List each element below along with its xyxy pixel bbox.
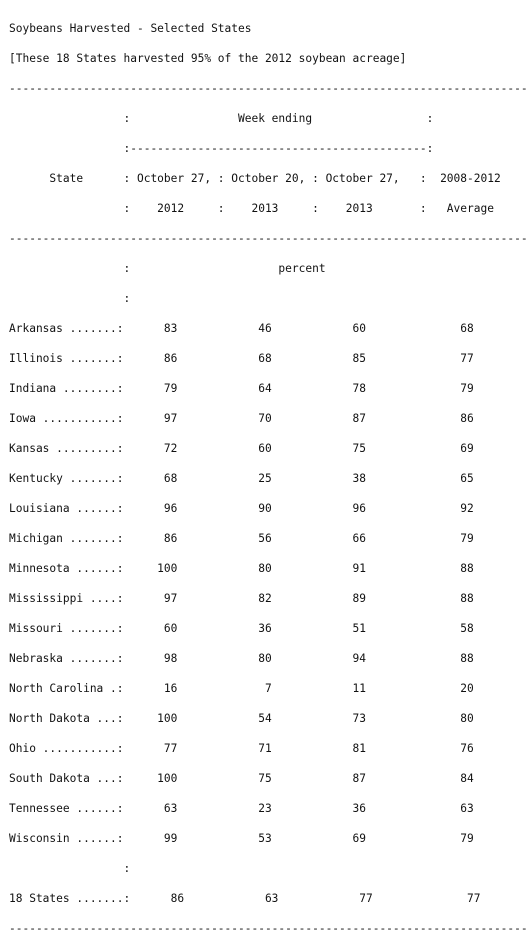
table-row: Arkansas .......: 83 46 60 68	[9, 322, 474, 335]
header-spacer: :	[9, 292, 131, 305]
table-row: Mississippi ....: 97 82 89 88	[9, 592, 474, 605]
total-row: 18 States .......: 86 63 77 77	[9, 892, 481, 905]
table-row: Ohio ...........: 77 71 81 76	[9, 742, 474, 755]
table-row: Wisconsin ......: 99 53 69 79	[9, 832, 474, 845]
table-row: Kentucky .......: 68 25 38 65	[9, 472, 474, 485]
table-row: Indiana ........: 79 64 78 79	[9, 382, 474, 395]
table-row: Kansas .........: 72 60 75 69	[9, 442, 474, 455]
report-subtitle: [These 18 States harvested 95% of the 20…	[9, 52, 407, 65]
header-column-labels: State : October 27, : October 20, : Octo…	[9, 172, 501, 185]
table-spacer: :	[9, 862, 131, 875]
table-row: Michigan .......: 86 56 66 79	[9, 532, 474, 545]
header-column-years: : 2012 : 2013 : 2013 : Average	[9, 202, 494, 215]
header-week-rule: :---------------------------------------…	[9, 142, 434, 155]
table-row: Iowa ...........: 97 70 87 86	[9, 412, 474, 425]
header-rule-top: ----------------------------------------…	[9, 82, 527, 95]
table-row: North Carolina .: 16 7 11 20	[9, 682, 474, 695]
unit-label-percent: : percent	[9, 262, 326, 275]
closing-rule: ----------------------------------------…	[9, 922, 527, 935]
table-row: Nebraska .......: 98 80 94 88	[9, 652, 474, 665]
table-row: Louisiana ......: 96 90 96 92	[9, 502, 474, 515]
header-week-ending: : Week ending :	[9, 112, 434, 125]
table-row: North Dakota ...: 100 54 73 80	[9, 712, 474, 725]
table-row: Illinois .......: 86 68 85 77	[9, 352, 474, 365]
table-row: South Dakota ...: 100 75 87 84	[9, 772, 474, 785]
table-row: Missouri .......: 60 36 51 58	[9, 622, 474, 635]
report-title: Soybeans Harvested - Selected States	[9, 22, 252, 35]
table-row: Tennessee ......: 63 23 36 63	[9, 802, 474, 815]
table-row: Minnesota ......: 100 80 91 88	[9, 562, 474, 575]
header-rule-bottom: ----------------------------------------…	[9, 232, 527, 245]
